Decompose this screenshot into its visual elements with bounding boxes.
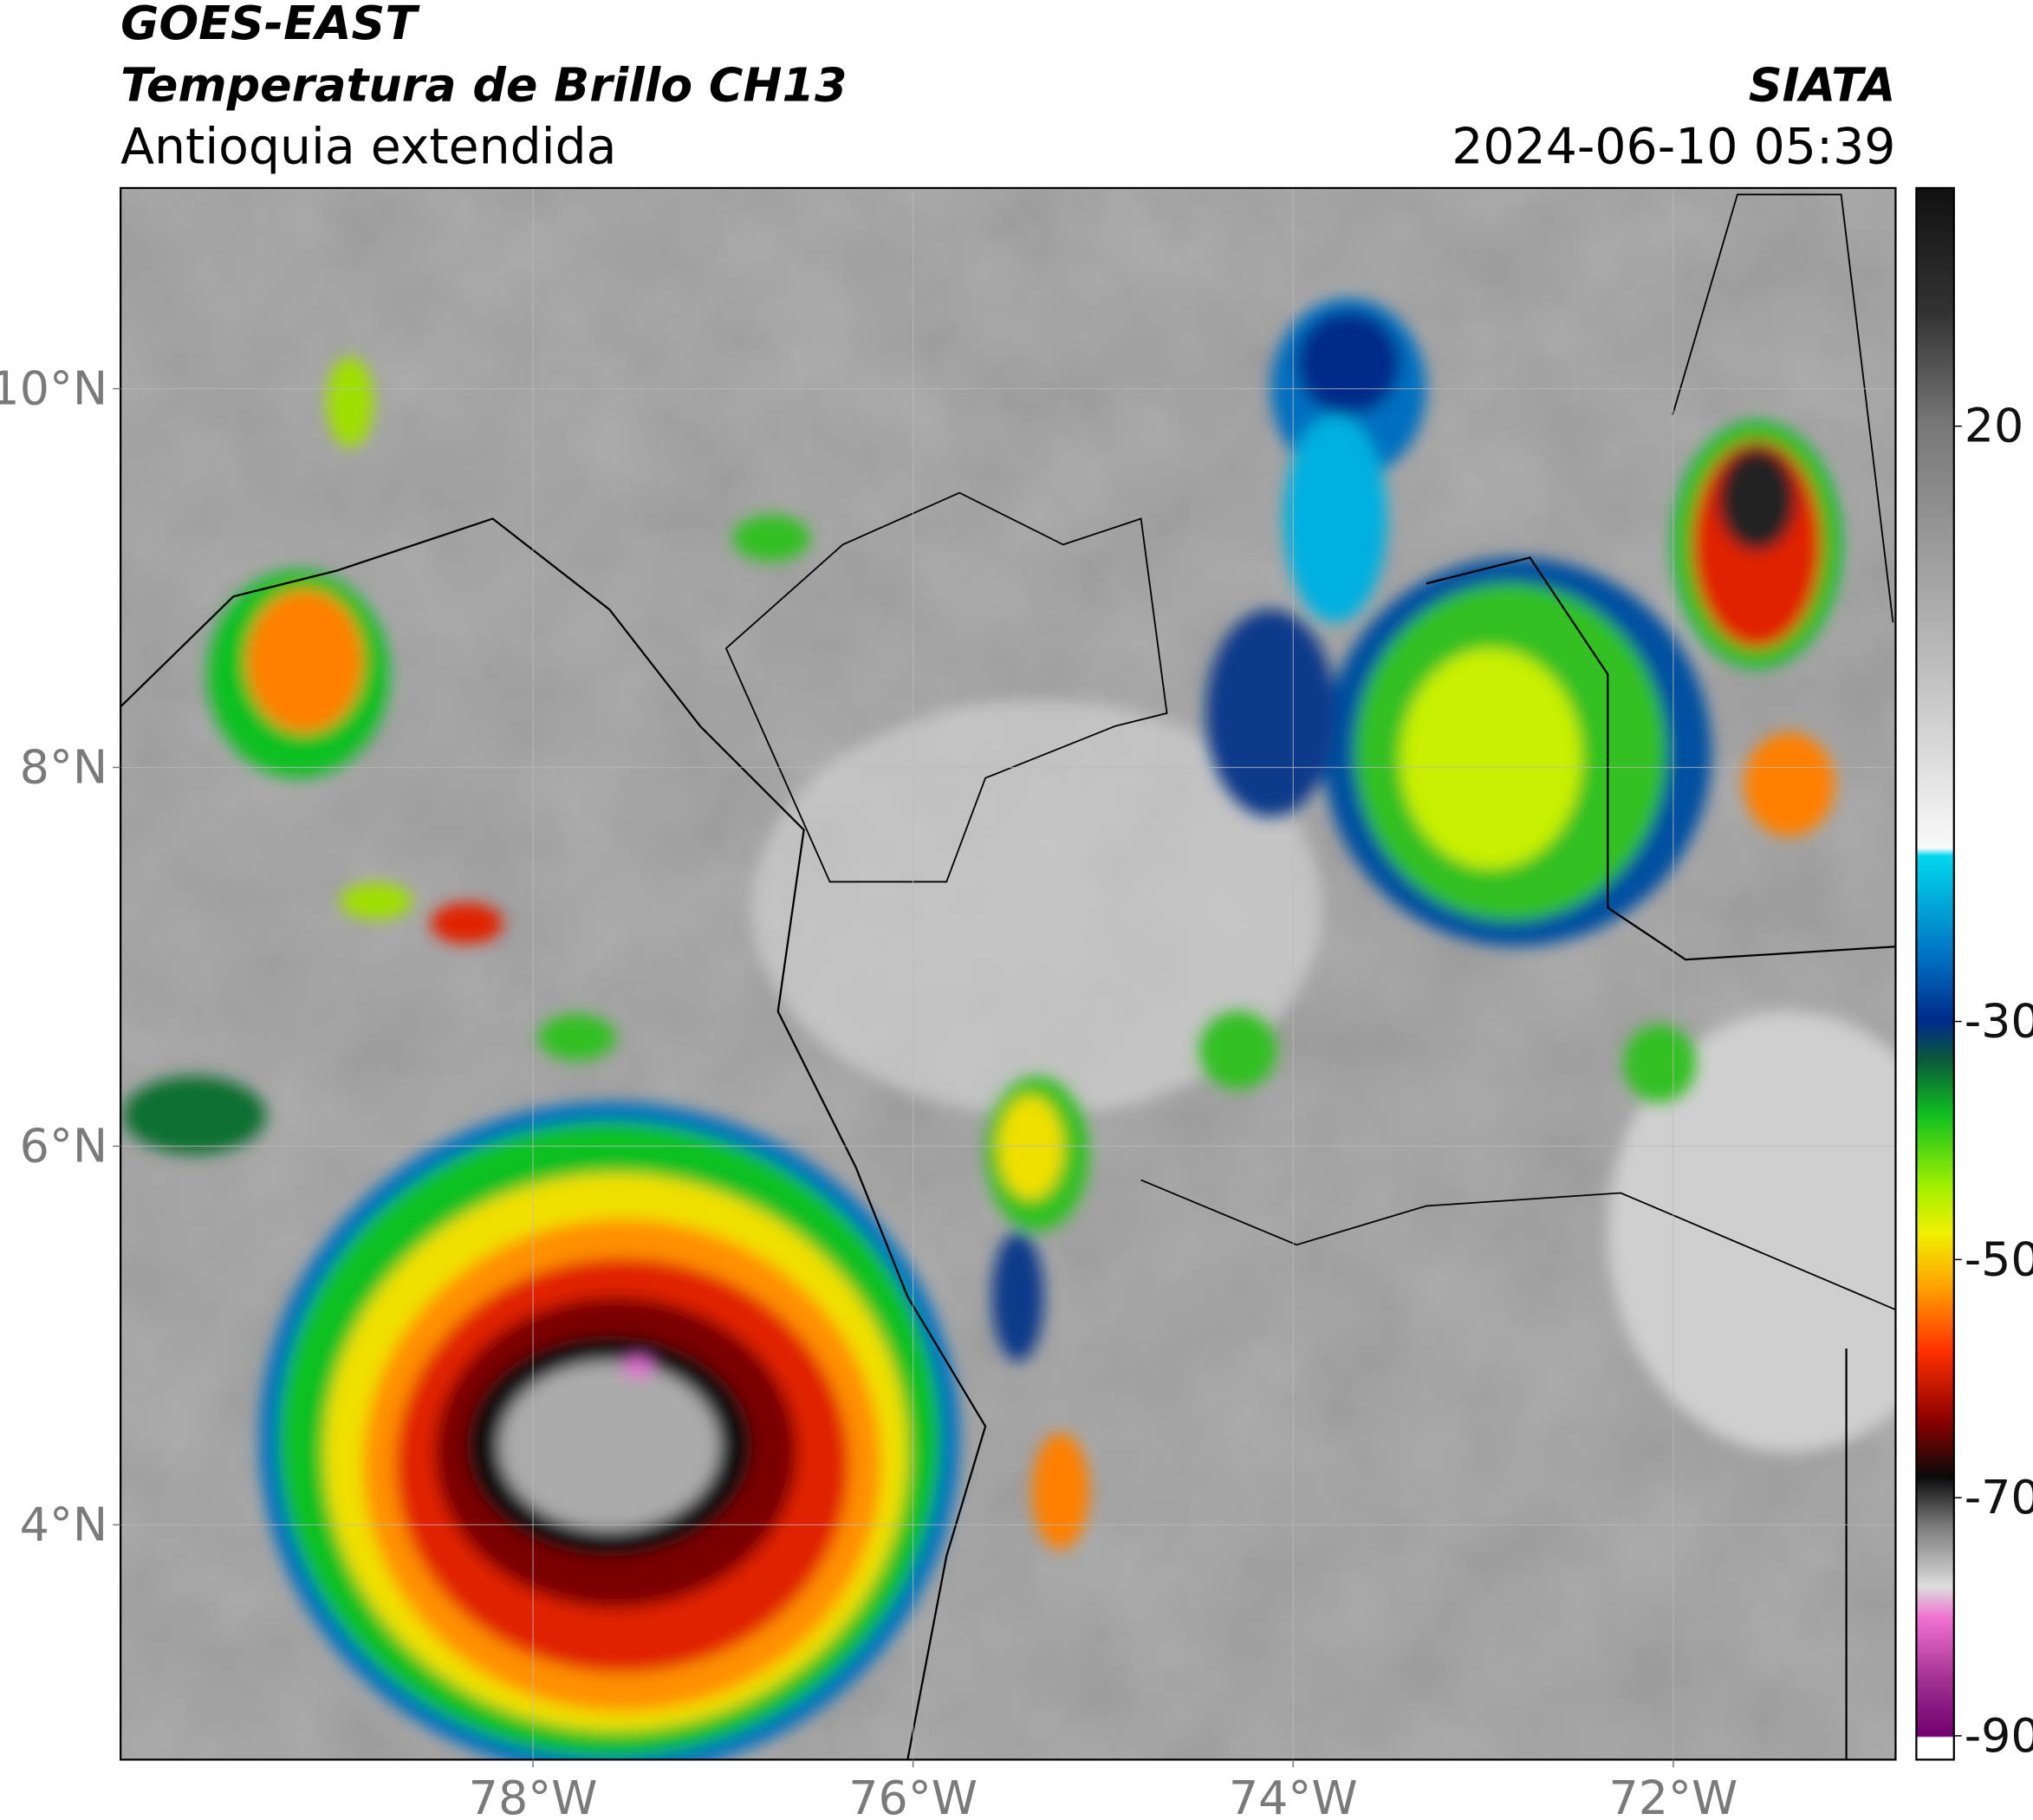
colorbar-tick-label: -30 <box>1965 994 2033 1049</box>
datetime: 2024-06-10 05:39 <box>1452 119 1895 176</box>
source: SIATA <box>1749 58 1896 113</box>
colorbar-tick-label: 20 <box>1965 399 2024 453</box>
y-tick-label: 8°N <box>20 739 108 794</box>
colorbar <box>1915 186 1955 1761</box>
colorbar-tick-label: -50 <box>1965 1232 2033 1286</box>
region: Antioquia extendida <box>120 119 616 176</box>
colorbar-tick-label: -70 <box>1965 1470 2033 1524</box>
grid <box>120 187 1896 1760</box>
y-tick-label: 10°N <box>0 361 107 415</box>
map-frame <box>120 186 1897 1761</box>
x-tick-label: 74°W <box>1229 1771 1358 1820</box>
x-tick-label: 78°W <box>469 1771 598 1820</box>
title: GOES-EAST <box>120 0 420 50</box>
colorbar-tick-label: -90 <box>1965 1708 2033 1763</box>
product: Temperatura de Brillo CH13 <box>120 58 847 113</box>
x-tick-label: 72°W <box>1608 1771 1737 1820</box>
satellite-image <box>120 187 1896 1760</box>
x-tick-label: 76°W <box>848 1771 978 1820</box>
y-tick-label: 6°N <box>20 1118 108 1173</box>
y-tick-label: 4°N <box>20 1497 108 1551</box>
